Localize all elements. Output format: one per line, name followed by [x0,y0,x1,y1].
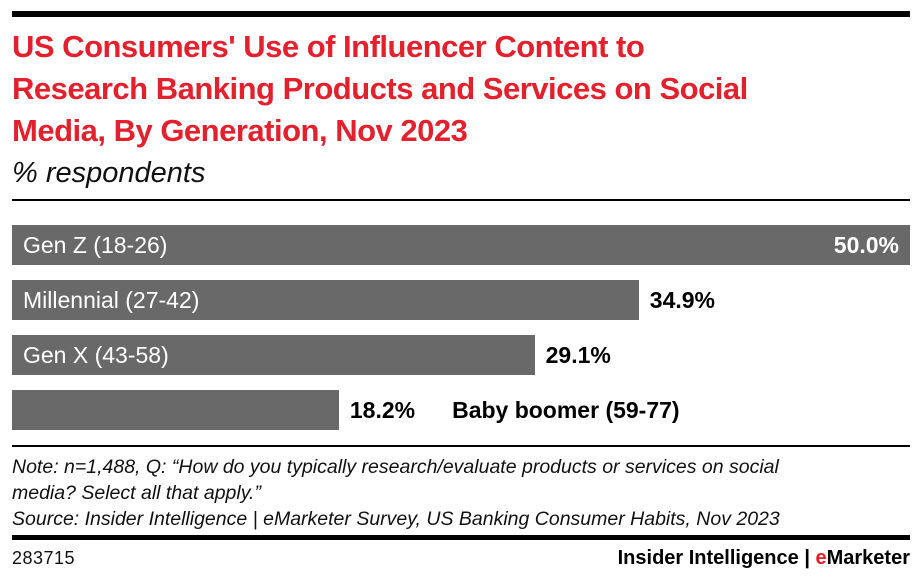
chart-id: 283715 [12,548,76,568]
bar-baby-boomer-59-77- [12,390,339,430]
chart-title-line-3: Media, By Generation, Nov 2023 [12,113,468,148]
chart-row: Gen Z (18-26) 50.0% [12,225,910,265]
value-label: 18.2% [349,396,416,423]
category-label: Gen X (43-58) [23,341,169,368]
category-label: Baby boomer (59-77) [452,396,680,423]
value-label: 34.9% [649,286,716,313]
source-line: Source: Insider Intelligence | eMarketer… [12,508,780,530]
chart-row: Millennial (27-42) 34.9% [12,280,910,320]
footnote: Note: n=1,488, Q: “How do you typically … [12,454,910,532]
chart-title: US Consumers' Use of Influencer Content … [12,26,910,152]
note-line-2: media? Select all that apply.” [12,482,261,504]
brand-e: e [815,547,827,569]
chart-page: US Consumers' Use of Influencer Content … [0,11,922,586]
footer: 283715 Insider Intelligence | eMarketer [12,547,910,570]
chart-title-line-2: Research Banking Products and Services o… [12,71,748,106]
value-label: 29.1% [545,341,611,368]
category-label: Gen Z (18-26) [23,231,168,258]
category-label: Millennial (27-42) [23,286,200,313]
brand-prefix: Insider Intelligence | [617,547,816,569]
bar-millennial-27-42-: Millennial (27-42) [12,280,639,320]
header-divider [12,199,910,201]
brand-logo: Insider Intelligence | eMarketer [618,547,910,570]
note-line-1: Note: n=1,488, Q: “How do you typically … [12,456,779,478]
chart-subtitle: % respondents [12,157,206,189]
chart-row: 18.2% Baby boomer (59-77) [12,390,910,430]
value-label: 50.0% [833,231,899,258]
top-divider [12,11,910,17]
bottom-divider [12,535,910,540]
brand-rest: Marketer [826,547,910,569]
bar-gen-z-18-26-: Gen Z (18-26) 50.0% [12,225,910,265]
footnote-divider [12,445,910,447]
chart-row: Gen X (43-58) 29.1% [12,335,910,375]
bar-gen-x-43-58-: Gen X (43-58) [12,335,535,375]
chart-title-line-1: US Consumers' Use of Influencer Content … [12,29,645,64]
bar-chart: Gen Z (18-26) 50.0% Millennial (27-42) 34.9… [12,225,910,430]
